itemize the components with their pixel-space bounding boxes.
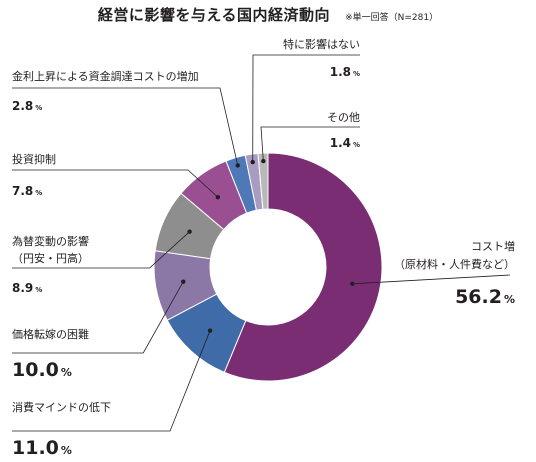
donut-slice-7 <box>257 152 269 210</box>
slice-value-unit-6: % <box>353 70 360 78</box>
leader-line-6 <box>252 54 360 163</box>
chart-title: 経営に影響を与える国内経済動向 <box>97 6 330 24</box>
slice-value-6: 1.8% <box>330 65 360 79</box>
slice-label-4: 投資抑制 <box>12 152 56 166</box>
slice-label-6: 特に影響はない <box>283 37 360 51</box>
slice-label-7: その他 <box>327 111 360 124</box>
leader-line-7 <box>260 126 360 162</box>
slice-value-unit-3: % <box>35 286 42 294</box>
donut-slice-0 <box>223 152 383 382</box>
slice-value-0: 56.2% <box>455 286 515 308</box>
leader-line-1 <box>12 330 211 432</box>
leader-dot-2 <box>181 279 186 284</box>
slice-label-5: 金利上昇による資金調達コストの増加 <box>12 69 199 83</box>
slice-value-unit-1: % <box>61 444 72 457</box>
leader-line-2 <box>12 281 184 354</box>
slice-value-3: 8.9% <box>12 281 42 295</box>
slice-label-1: 消費マインドの低下 <box>12 400 111 414</box>
slice-label-3: 為替変動の影響 <box>12 234 89 248</box>
slice-label-3-sub: （円安・円高） <box>12 251 89 265</box>
slice-value-unit-2: % <box>61 366 72 379</box>
leader-line-0 <box>352 274 511 285</box>
slice-value-5: 2.8% <box>12 99 42 113</box>
slice-label-0: コスト増 <box>471 240 515 253</box>
slice-value-4: 7.8% <box>12 184 42 198</box>
slice-value-1: 11.0% <box>12 437 72 459</box>
slice-label-2: 価格転嫁の困難 <box>12 327 89 341</box>
slice-value-unit-5: % <box>35 104 42 112</box>
slice-label-0-sub: （原材料・人件費など） <box>394 257 515 271</box>
chart-title-block: 経営に影響を与える国内経済動向 ※単一回答（N=281） <box>0 4 536 25</box>
leader-line-3 <box>12 231 190 269</box>
chart-note: ※単一回答（N=281） <box>345 13 439 23</box>
leader-line-5 <box>12 87 239 166</box>
slice-value-unit-7: % <box>353 141 360 149</box>
slice-value-2: 10.0% <box>12 359 72 381</box>
slice-value-unit-4: % <box>35 189 42 197</box>
slice-value-7: 1.4% <box>330 136 360 150</box>
leader-line-4 <box>12 169 219 198</box>
slice-value-unit-0: % <box>504 293 515 306</box>
